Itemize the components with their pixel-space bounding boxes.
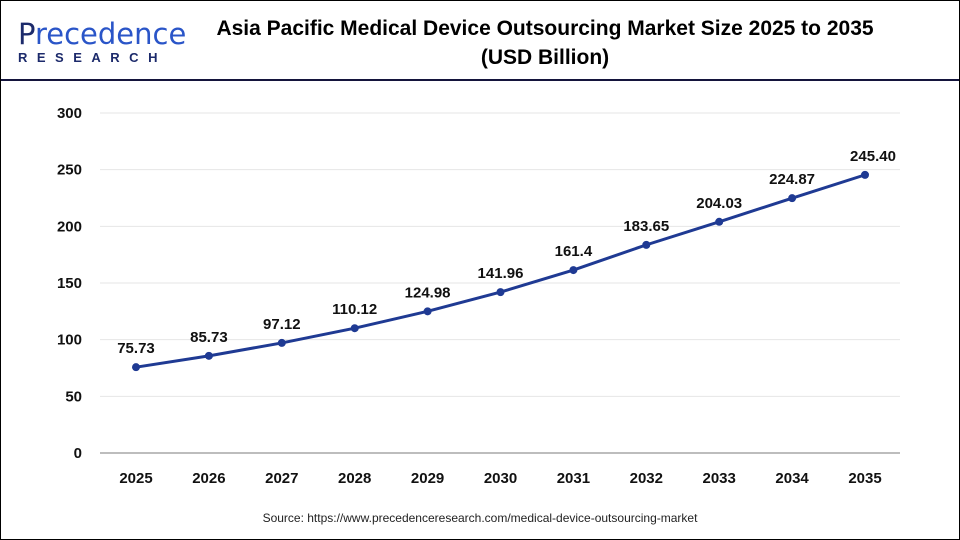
x-tick-label: 2026	[192, 470, 225, 487]
x-tick-label: 2028	[338, 470, 371, 487]
logo-initial: P	[18, 17, 35, 51]
data-label: 97.12	[263, 316, 301, 333]
data-label: 183.65	[623, 218, 669, 235]
data-label: 110.12	[332, 301, 377, 318]
x-tick-label: 2031	[557, 470, 590, 487]
precedence-research-logo: Precedence RESEARCH	[18, 17, 187, 66]
data-label: 204.03	[696, 195, 742, 212]
header-divider	[1, 79, 959, 81]
data-point	[204, 351, 213, 360]
data-label: 245.40	[850, 148, 896, 165]
y-tick-label: 0	[74, 445, 82, 462]
data-point	[642, 240, 651, 249]
data-point	[277, 338, 286, 347]
data-label: 141.96	[478, 265, 524, 282]
x-tick-label: 2027	[265, 470, 298, 487]
y-tick-label: 250	[57, 162, 82, 179]
x-tick-label: 2033	[703, 470, 736, 487]
x-tick-label: 2030	[484, 470, 517, 487]
chart-title: Asia Pacific Medical Device Outsourcing …	[170, 14, 920, 72]
logo-wordmark: recedence	[34, 17, 187, 51]
data-point	[350, 324, 359, 333]
chart-title-line1: Asia Pacific Medical Device Outsourcing …	[216, 17, 874, 40]
data-point	[496, 288, 505, 297]
data-label: 224.87	[769, 171, 815, 188]
x-tick-label: 2025	[119, 470, 152, 487]
data-point	[132, 363, 140, 372]
data-point	[861, 170, 869, 179]
data-point	[715, 217, 724, 226]
data-point	[423, 307, 432, 316]
data-label: 161.4	[555, 243, 593, 260]
y-tick-label: 200	[57, 218, 82, 235]
x-tick-label: 2029	[411, 470, 444, 487]
logo-subtitle: RESEARCH	[18, 50, 167, 65]
y-tick-label: 50	[65, 388, 82, 405]
data-point	[788, 194, 797, 203]
y-tick-label: 150	[57, 275, 82, 292]
x-tick-label: 2034	[775, 470, 809, 487]
data-label: 124.98	[405, 284, 451, 301]
data-label: 75.73	[117, 340, 155, 357]
data-point	[569, 266, 578, 275]
data-label: 85.73	[190, 329, 228, 346]
source-text: Source: https://www.precedenceresearch.c…	[262, 511, 698, 525]
chart-title-line2: (USD Billion)	[480, 46, 610, 69]
y-tick-label: 300	[57, 105, 82, 122]
x-tick-label: 2032	[630, 470, 663, 487]
y-tick-label: 100	[57, 332, 82, 349]
x-tick-label: 2035	[848, 470, 881, 487]
